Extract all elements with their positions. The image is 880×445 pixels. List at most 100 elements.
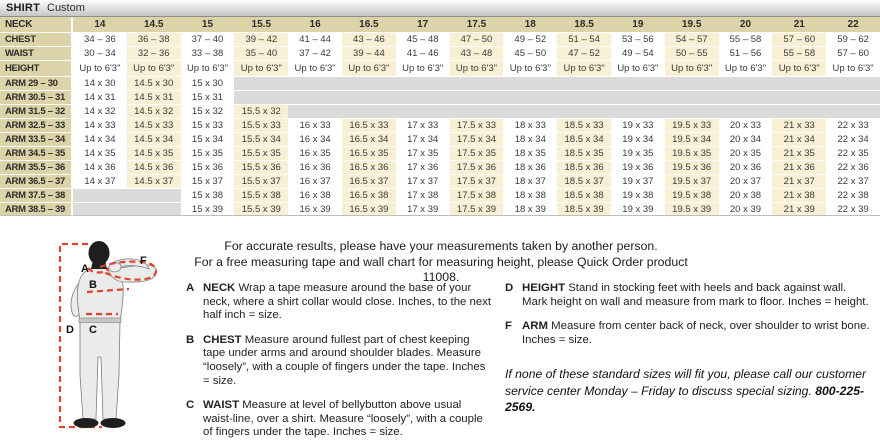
size-cell: Up to 6'3" <box>449 60 504 76</box>
size-cell <box>73 202 127 216</box>
size-cell: 14.5 x 37 <box>126 174 181 188</box>
special-note-text: If none of these standard sizes will fit… <box>505 367 867 398</box>
size-cell: 15 x 36 <box>180 160 235 174</box>
size-cell: 16 x 35 <box>288 146 342 160</box>
size-row: ARM 31.5 – 32 14 x 32 14.5 x 32 15 x 32 15.5… <box>0 104 880 118</box>
size-cell: 18 x 38 <box>503 188 558 202</box>
size-cell: 14.5 x 33 <box>126 118 181 132</box>
size-cell: 18 x 34 <box>503 132 558 146</box>
size-cell <box>288 90 342 104</box>
size-cell <box>664 76 719 90</box>
size-cell: 17 x 34 <box>395 132 450 146</box>
neck-size-header: 14.5 <box>126 17 181 32</box>
size-cell <box>610 104 665 118</box>
size-cell: 16.5 x 35 <box>341 146 396 160</box>
instruction-term: WAIST <box>203 399 240 412</box>
size-cell: 22 x 35 <box>826 146 880 160</box>
size-cell <box>503 104 558 118</box>
figure-label-chest: B <box>89 279 97 291</box>
size-cell: 20 x 34 <box>718 132 773 146</box>
size-cell <box>126 202 181 216</box>
instruction-item: D HEIGHT Stand in stocking feet with heel… <box>505 282 873 309</box>
size-cell: 21 x 34 <box>772 132 827 146</box>
size-cell <box>288 104 342 118</box>
row-label: ARM 30.5 – 31 <box>0 90 73 104</box>
neck-size-header: 14 <box>73 17 127 32</box>
size-cell: 18 x 39 <box>503 202 558 216</box>
size-cell: 20 x 37 <box>718 174 773 188</box>
neck-size-header: 19 <box>610 17 665 32</box>
neck-size-header: 15 <box>180 17 235 32</box>
neck-size-header: 20 <box>718 17 773 32</box>
neck-size-header: 19.5 <box>664 17 719 32</box>
size-cell: 14.5 x 30 <box>126 76 181 90</box>
size-cell: 18 x 37 <box>503 174 558 188</box>
size-cell <box>557 104 611 118</box>
size-cell <box>449 76 504 90</box>
size-cell <box>718 104 773 118</box>
size-cell: Up to 6'3" <box>610 60 665 76</box>
instruction-text: ARM Measure from center back of neck, ov… <box>522 320 870 346</box>
size-cell: 17.5 x 34 <box>449 132 504 146</box>
size-cell: 17.5 x 36 <box>449 160 504 174</box>
size-cell: 20 x 39 <box>718 202 773 216</box>
size-cell: 17.5 x 39 <box>449 202 504 216</box>
special-sizing-note: If none of these standard sizes will fit… <box>505 366 873 416</box>
size-cell: 18.5 x 37 <box>557 174 611 188</box>
measurement-figure: A B C D F <box>58 241 158 429</box>
size-cell: 45 – 50 <box>503 46 558 60</box>
size-cell: Up to 6'3" <box>288 60 342 76</box>
size-cell <box>449 90 504 104</box>
size-cell: 15 x 33 <box>180 118 235 132</box>
size-cell: 16 x 33 <box>288 118 342 132</box>
size-cell: 15 x 34 <box>180 132 235 146</box>
neck-size-header: 15.5 <box>234 17 289 32</box>
size-cell: 47 – 52 <box>557 46 611 60</box>
size-cell: 19.5 x 39 <box>664 202 719 216</box>
size-cell: 20 x 33 <box>718 118 773 132</box>
size-cell <box>503 90 558 104</box>
size-cell: 32 – 36 <box>126 46 181 60</box>
instructions-left: A NECK Wrap a tape measure around the bas… <box>186 282 494 445</box>
size-cell: Up to 6'3" <box>664 60 719 76</box>
size-cell: 15.5 x 34 <box>234 132 289 146</box>
size-cell: 15 x 37 <box>180 174 235 188</box>
row-label: ARM 34.5 – 35 <box>0 146 73 160</box>
intro-line-1: For accurate results, please have your m… <box>224 239 658 253</box>
instruction-item: C WAIST Measure at level of bellybutton a… <box>186 399 494 440</box>
size-cell: Up to 6'3" <box>718 60 773 76</box>
size-cell: 39 – 44 <box>341 46 396 60</box>
size-cell <box>772 104 827 118</box>
row-label: ARM 38.5 – 39 <box>0 202 73 216</box>
row-label: WAIST <box>0 46 73 60</box>
size-cell: 16.5 x 39 <box>341 202 396 216</box>
size-cell <box>73 188 127 202</box>
size-cell <box>288 76 342 90</box>
size-row: ARM 38.5 – 39 15 x 39 15.5 x 39 16 x 39 16.5… <box>0 202 880 216</box>
instruction-term: NECK <box>203 282 236 294</box>
size-cell: 35 – 40 <box>234 46 289 60</box>
size-cell: Up to 6'3" <box>126 60 181 76</box>
row-label: ARM 33.5 – 34 <box>0 132 73 146</box>
page-title: SHIRT <box>6 2 40 14</box>
table-title-bar: SHIRT Custom <box>0 0 880 17</box>
neck-size-header: 17.5 <box>449 17 504 32</box>
size-cell: 14 x 30 <box>73 76 127 90</box>
size-cell: 17 x 35 <box>395 146 450 160</box>
size-cell: 15.5 x 35 <box>234 146 289 160</box>
page-subtitle: Custom <box>47 2 85 14</box>
row-label: ARM 37.5 – 38 <box>0 188 73 202</box>
size-cell <box>449 104 504 118</box>
intro-line-2: For a free measuring tape and wall chart… <box>194 254 688 285</box>
size-cell: 15.5 x 36 <box>234 160 289 174</box>
instruction-term: CHEST <box>203 333 242 346</box>
size-cell <box>395 90 450 104</box>
size-cell: 49 – 54 <box>610 46 665 60</box>
size-cell: 16 x 39 <box>288 202 342 216</box>
instruction-text: CHEST Measure around fullest part of che… <box>203 333 486 387</box>
size-table-body: NECK 14 14.5 15 15.5 16 16.5 17 17.5 18 18.5 19 19.5… <box>0 17 880 216</box>
size-cell <box>341 90 396 104</box>
size-row: ARM 35.5 – 36 14 x 36 14.5 x 36 15 x 36 15.5… <box>0 160 880 174</box>
size-row: ARM 36.5 – 37 14 x 37 14.5 x 37 15 x 37 15.5… <box>0 174 880 188</box>
